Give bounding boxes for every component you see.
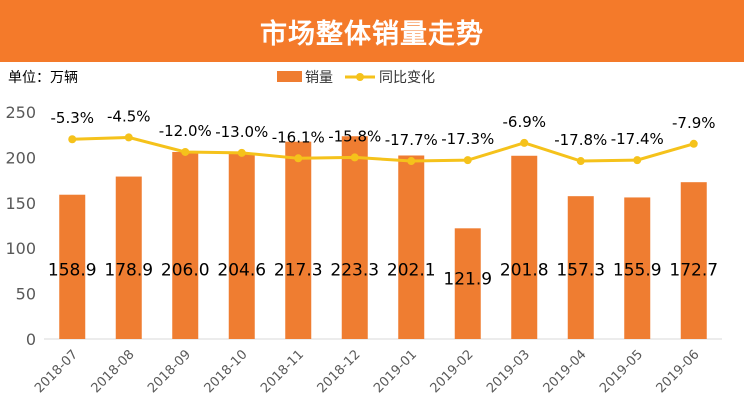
bar-value-label: 178.9 [104,260,153,280]
yoy-point [463,156,472,165]
x-tick-label: 2018-09 [145,347,194,396]
x-tick-label: 2019-02 [428,347,477,396]
yoy-label: -17.8% [554,131,607,149]
y-tick-label: 250 [5,103,36,122]
bar-value-label: 155.9 [613,260,662,280]
x-tick-label: 2018-11 [258,347,307,396]
legend-line-label: 同比变化 [379,70,435,86]
chart-title: 市场整体销量走势 [260,18,484,50]
x-tick-label: 2018-12 [315,347,364,396]
x-tick-label: 2019-05 [597,347,646,396]
yoy-label: -4.5% [107,107,151,125]
x-tick-label: 2019-01 [371,347,420,396]
x-tick-label: 2019-03 [484,347,533,396]
bar [454,228,481,339]
data-labels: -5.3% -4.5% -12.0% -13.0% -16.1% -15.8% -17.7%… [48,107,718,289]
yoy-point [124,133,133,142]
bar-value-label: 204.6 [217,260,266,280]
x-tick-label: 2019-04 [541,347,590,396]
yoy-label: -7.9% [672,114,716,132]
bar [285,141,312,339]
y-tick-label: 50 [16,285,36,304]
yoy-line-path [72,135,695,163]
y-tick-label: 100 [5,239,36,258]
legend-line-marker [356,73,364,81]
x-tick-label: 2018-08 [89,347,138,396]
bar [59,194,86,339]
bar [567,196,594,339]
bar [115,176,142,339]
yoy-label: -17.7% [385,131,438,149]
bar-value-label: 206.0 [161,260,210,280]
yoy-point [350,153,359,162]
bar-value-label: 202.1 [387,260,436,280]
bar [624,197,651,339]
yoy-label: -5.3% [50,109,94,127]
x-tick-label: 2019-06 [654,347,703,396]
bar [511,155,538,339]
yoy-label: -6.9% [502,113,546,131]
bar-value-label: 157.3 [556,260,605,280]
legend-bar-label: 销量 [305,70,333,86]
unit-label: 单位：万辆 [8,70,78,86]
y-tick-label: 0 [26,330,36,349]
bar [680,182,707,339]
x-tick-label: 2018-10 [202,347,251,396]
bar-value-label: 121.9 [443,270,492,290]
bar-value-label: 172.7 [669,260,718,280]
x-tick-label: 2018-07 [32,347,81,396]
legend: 销量 同比变化 [277,70,435,86]
legend-bar-swatch [277,71,302,82]
bar-value-label: 201.8 [500,260,549,280]
yoy-label: -12.0% [159,122,212,140]
yoy-label: -17.3% [441,130,494,148]
yoy-point [237,148,246,157]
bar-value-label: 158.9 [48,260,97,280]
yoy-point [294,154,303,163]
bar [228,153,255,339]
bar [341,136,368,339]
bar-value-label: 217.3 [274,260,323,280]
yoy-label: -17.4% [611,130,664,148]
bars [59,136,707,339]
bar-value-label: 223.3 [330,260,379,280]
yoy-point [520,138,529,147]
yoy-point [689,139,698,148]
yoy-point [181,147,190,156]
yoy-point [68,135,77,144]
y-tick-label: 150 [5,194,36,213]
chart-area: 单位：万辆 销量 同比变化 0 50 100 150 200 250 2018-07 2018… [0,62,744,406]
yoy-point [576,157,585,166]
yoy-label: -13.0% [215,123,268,141]
bar [172,151,199,339]
yoy-label: -15.8% [328,127,381,145]
yoy-label: -16.1% [272,128,325,146]
y-tick-label: 200 [5,148,36,167]
yoy-point [407,157,416,166]
title-banner: 市场整体销量走势 [0,0,744,62]
bar [398,155,425,339]
yoy-line [68,133,698,166]
yoy-point [633,156,642,165]
